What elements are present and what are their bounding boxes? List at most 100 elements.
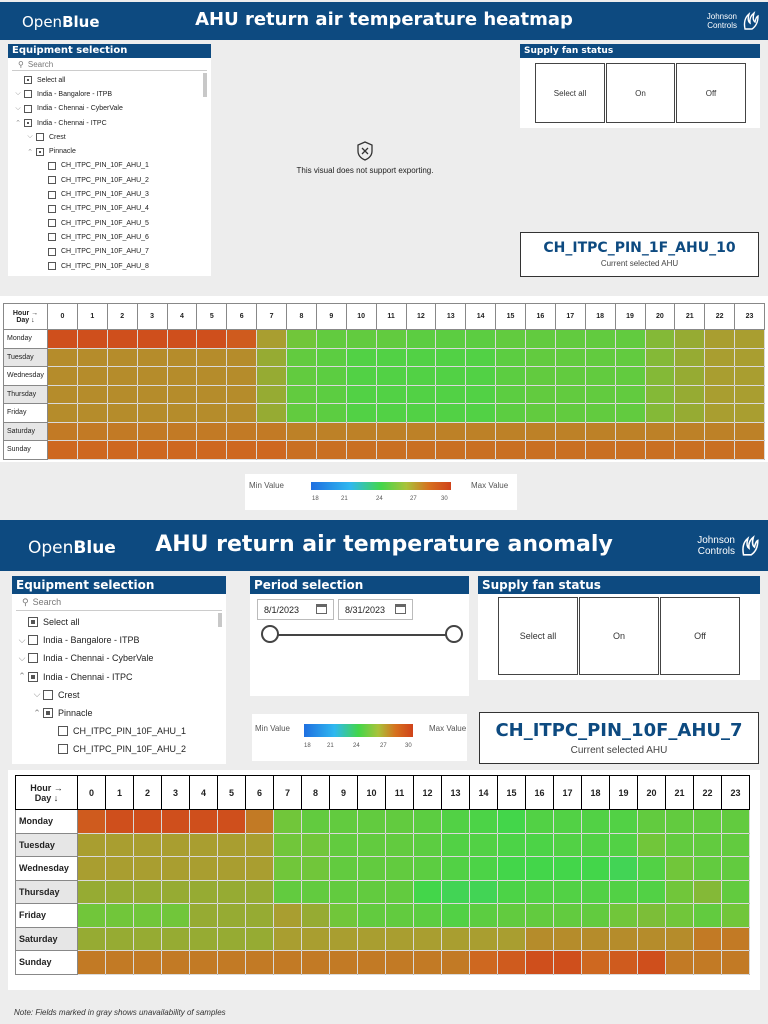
equipment-list-item[interactable]: CH_ITPC_PIN_10F_AHU_2	[12, 740, 226, 758]
heatmap-cell[interactable]	[286, 329, 317, 349]
heatmap-cell[interactable]	[413, 809, 442, 834]
heatmap-cell[interactable]	[273, 903, 302, 928]
heatmap-cell[interactable]	[385, 926, 414, 951]
heatmap-cell[interactable]	[385, 809, 414, 834]
heatmap-cell[interactable]	[553, 950, 582, 975]
heatmap-cell[interactable]	[553, 856, 582, 881]
heatmap-cell[interactable]	[136, 347, 168, 367]
chevron-up-icon[interactable]: ⌃	[15, 120, 21, 128]
checkbox[interactable]	[28, 617, 38, 628]
p2-fan-off-button[interactable]: Off	[660, 597, 740, 675]
heatmap-cell[interactable]	[554, 366, 586, 386]
heatmap-cell[interactable]	[413, 856, 442, 881]
equipment-list-item[interactable]: ⌵ Crest	[8, 130, 211, 144]
heatmap-cell[interactable]	[495, 366, 526, 386]
heatmap-cell[interactable]	[495, 329, 526, 349]
heatmap-cell[interactable]	[315, 347, 347, 367]
heatmap-cell[interactable]	[435, 421, 467, 441]
heatmap-cell[interactable]	[525, 366, 556, 386]
heatmap-cell[interactable]	[614, 384, 646, 404]
heatmap-cell[interactable]	[413, 926, 442, 951]
heatmap-cell[interactable]	[405, 384, 437, 404]
heatmap-cell[interactable]	[226, 384, 258, 404]
heatmap-cell[interactable]	[161, 832, 190, 857]
heatmap-cell[interactable]	[413, 950, 442, 975]
heatmap-cell[interactable]	[345, 384, 377, 404]
heatmap-cell[interactable]	[315, 384, 347, 404]
heatmap-cell[interactable]	[734, 403, 765, 423]
heatmap-cell[interactable]	[637, 903, 666, 928]
heatmap-cell[interactable]	[405, 421, 437, 441]
heatmap-cell[interactable]	[315, 421, 347, 441]
checkbox[interactable]	[48, 190, 56, 199]
calendar-icon[interactable]	[316, 604, 327, 614]
heatmap-cell[interactable]	[196, 403, 228, 423]
heatmap-cell[interactable]	[166, 384, 198, 404]
heatmap-cell[interactable]	[226, 440, 258, 460]
heatmap-cell[interactable]	[581, 903, 610, 928]
heatmap-cell[interactable]	[133, 926, 162, 951]
heatmap-cell[interactable]	[286, 440, 317, 460]
heatmap-cell[interactable]	[105, 903, 134, 928]
heatmap-cell[interactable]	[553, 926, 582, 951]
heatmap-cell[interactable]	[441, 926, 470, 951]
checkbox[interactable]	[48, 161, 56, 170]
heatmap-cell[interactable]	[734, 384, 765, 404]
heatmap-cell[interactable]	[674, 366, 706, 386]
heatmap-cell[interactable]	[693, 856, 722, 881]
heatmap-cell[interactable]	[357, 926, 386, 951]
heatmap-cell[interactable]	[497, 809, 526, 834]
checkbox[interactable]	[36, 147, 44, 156]
heatmap-cell[interactable]	[525, 329, 556, 349]
heatmap-cell[interactable]	[245, 832, 274, 857]
heatmap-cell[interactable]	[721, 879, 750, 904]
heatmap-cell[interactable]	[734, 421, 765, 441]
calendar-icon[interactable]	[395, 604, 406, 614]
heatmap-cell[interactable]	[357, 903, 386, 928]
heatmap-cell[interactable]	[413, 879, 442, 904]
equipment-list-item[interactable]: ⌃ Pinnacle	[8, 144, 211, 158]
checkbox[interactable]	[48, 219, 56, 228]
heatmap-cell[interactable]	[469, 903, 498, 928]
heatmap-cell[interactable]	[226, 366, 258, 386]
heatmap-cell[interactable]	[226, 403, 258, 423]
heatmap-cell[interactable]	[405, 329, 437, 349]
heatmap-cell[interactable]	[375, 347, 407, 367]
heatmap-cell[interactable]	[245, 856, 274, 881]
heatmap-cell[interactable]	[345, 421, 377, 441]
heatmap-cell[interactable]	[256, 440, 287, 460]
heatmap-cell[interactable]	[497, 950, 526, 975]
equipment-list-item[interactable]: Select all	[8, 73, 211, 87]
heatmap-cell[interactable]	[47, 440, 78, 460]
heatmap-cell[interactable]	[441, 950, 470, 975]
heatmap-cell[interactable]	[554, 403, 586, 423]
heatmap-cell[interactable]	[525, 403, 556, 423]
heatmap-cell[interactable]	[245, 809, 274, 834]
heatmap-cell[interactable]	[405, 347, 437, 367]
p2-date-slider-track[interactable]	[270, 634, 454, 636]
heatmap-cell[interactable]	[76, 366, 108, 386]
heatmap-cell[interactable]	[136, 366, 168, 386]
heatmap-cell[interactable]	[674, 403, 706, 423]
checkbox[interactable]	[48, 204, 56, 213]
heatmap-cell[interactable]	[166, 329, 198, 349]
heatmap-cell[interactable]	[465, 384, 497, 404]
heatmap-cell[interactable]	[136, 384, 168, 404]
heatmap-cell[interactable]	[256, 421, 287, 441]
checkbox[interactable]	[24, 76, 32, 85]
heatmap-cell[interactable]	[256, 347, 287, 367]
heatmap-cell[interactable]	[665, 903, 694, 928]
heatmap-cell[interactable]	[301, 832, 330, 857]
heatmap-cell[interactable]	[721, 950, 750, 975]
heatmap-cell[interactable]	[405, 366, 437, 386]
heatmap-cell[interactable]	[465, 440, 497, 460]
chevron-up-icon[interactable]: ⌃	[33, 707, 41, 718]
heatmap-cell[interactable]	[413, 903, 442, 928]
heatmap-cell[interactable]	[525, 832, 554, 857]
heatmap-cell[interactable]	[77, 832, 106, 857]
heatmap-cell[interactable]	[665, 950, 694, 975]
checkbox[interactable]	[58, 744, 68, 755]
heatmap-cell[interactable]	[614, 421, 646, 441]
heatmap-cell[interactable]	[286, 403, 317, 423]
heatmap-cell[interactable]	[189, 950, 218, 975]
